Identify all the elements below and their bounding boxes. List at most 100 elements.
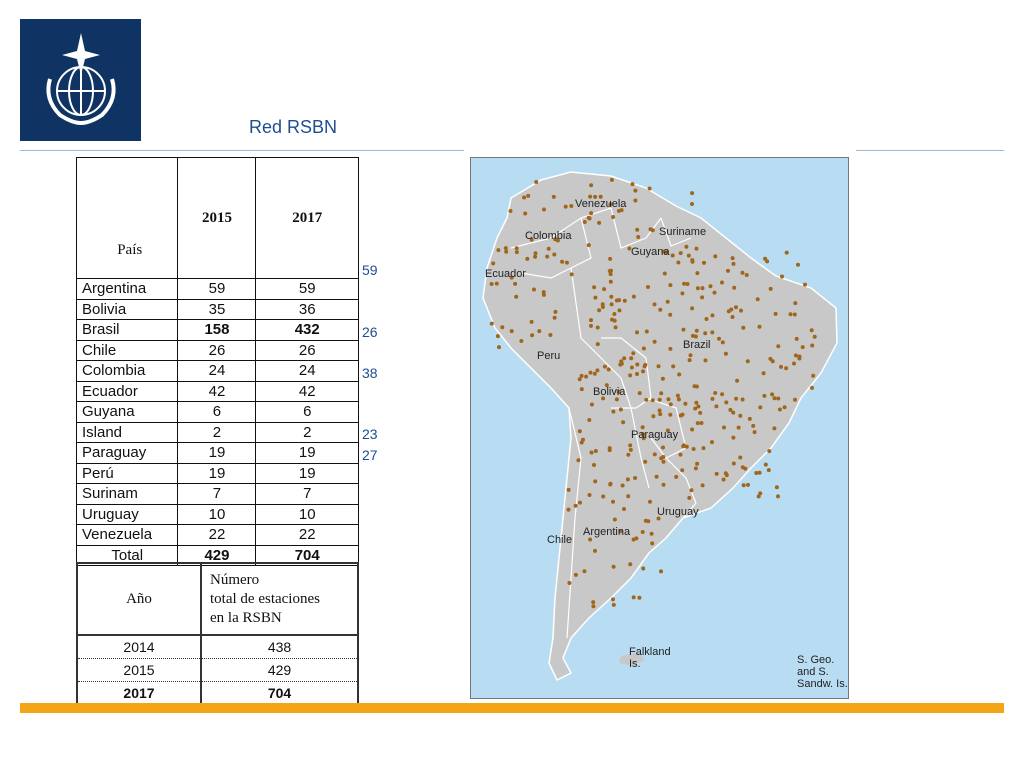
station-marker [659, 456, 664, 461]
station-marker [631, 537, 636, 542]
value-2015-cell: 24 [177, 360, 257, 382]
country-cell: Chile [75, 339, 179, 361]
station-marker [784, 366, 789, 371]
station-marker [613, 325, 618, 330]
station-marker [668, 346, 673, 351]
station-marker [617, 308, 622, 313]
station-marker [738, 455, 743, 460]
country-cell: Uruguay [75, 503, 179, 525]
value-2017-cell: 22 [255, 524, 359, 546]
country-cell: Bolivia [75, 298, 179, 320]
station-marker [652, 339, 657, 344]
station-marker [723, 351, 728, 356]
station-marker [513, 281, 518, 286]
station-marker [766, 468, 771, 473]
station-marker [522, 195, 527, 200]
station-marker [600, 302, 605, 307]
station-marker [631, 294, 636, 299]
land [482, 171, 838, 682]
station-marker [619, 359, 624, 364]
station-marker [743, 466, 748, 471]
station-marker [686, 253, 691, 258]
falkland-islands [619, 652, 645, 666]
station-marker [614, 397, 619, 402]
station-marker [606, 367, 611, 372]
map-label-ecuador: Ecuador [485, 268, 526, 280]
side-value: 26 [362, 323, 378, 340]
station-marker [782, 405, 787, 410]
station-marker [552, 252, 557, 257]
value-2017-cell: 10 [255, 503, 359, 525]
station-marker [593, 194, 598, 199]
station-marker [680, 412, 685, 417]
station-marker [713, 391, 718, 395]
station-marker [702, 260, 706, 265]
station-marker [584, 374, 589, 379]
station-marker [514, 250, 519, 255]
station-marker [751, 423, 756, 428]
station-marker [662, 271, 667, 276]
station-marker [740, 397, 745, 402]
total-2017: 704 [255, 544, 359, 566]
country-header: País [75, 157, 179, 279]
station-marker [589, 318, 593, 323]
table-body: Argentina 59 59 Bolivia 35 36 Brasil 158 432 Chil… [75, 278, 359, 546]
station-marker [629, 365, 634, 370]
station-marker [784, 250, 789, 255]
station-marker [694, 400, 699, 405]
station-marker [690, 333, 695, 338]
number-header-line: Número [210, 571, 260, 588]
title-rule-left [20, 150, 464, 151]
year-2015-header: 2015 [177, 157, 257, 279]
title-rule-right [856, 150, 1004, 151]
station-marker [700, 295, 705, 300]
station-marker [586, 243, 591, 248]
station-marker [601, 494, 606, 499]
station-marker [497, 345, 501, 350]
station-marker [588, 370, 593, 375]
station-marker [608, 482, 613, 487]
station-marker [776, 396, 781, 401]
station-marker [546, 246, 551, 251]
station-marker [810, 385, 814, 390]
station-marker [616, 389, 621, 394]
year-row: 2017 704 [77, 681, 358, 705]
station-marker [589, 402, 594, 407]
station-marker [793, 353, 798, 358]
station-marker [768, 356, 773, 361]
station-marker [601, 396, 606, 401]
station-marker [726, 268, 730, 273]
station-marker [564, 260, 569, 265]
station-marker [633, 198, 638, 203]
station-marker [628, 447, 633, 452]
station-marker [640, 530, 645, 534]
station-marker [647, 186, 652, 191]
number-header: Número total de estaciones en la RSBN [201, 563, 358, 635]
station-marker [676, 260, 681, 265]
value-2017-cell: 6 [255, 401, 359, 423]
station-marker [597, 220, 602, 225]
map-drawing [482, 171, 838, 682]
station-marker [618, 529, 623, 534]
value-2017-cell: 19 [255, 442, 359, 464]
station-marker [755, 297, 760, 302]
station-marker [741, 483, 746, 488]
station-marker [529, 319, 534, 324]
station-marker [693, 406, 698, 411]
side-value: 23 [362, 426, 378, 442]
station-marker [694, 328, 699, 333]
station-marker [631, 595, 636, 600]
station-marker [772, 426, 777, 431]
station-marker [668, 402, 673, 407]
station-marker [641, 432, 646, 437]
number-header-line: en la RSBN [210, 609, 282, 626]
station-marker [641, 436, 646, 441]
station-marker [659, 569, 663, 574]
footer-bar [20, 703, 1004, 713]
value-2017-cell: 26 [255, 339, 359, 361]
station-marker [757, 324, 762, 329]
station-marker [560, 259, 565, 264]
station-marker [496, 248, 501, 253]
year-cell: 2017 [77, 681, 202, 705]
station-count-cell: 429 [201, 658, 358, 682]
